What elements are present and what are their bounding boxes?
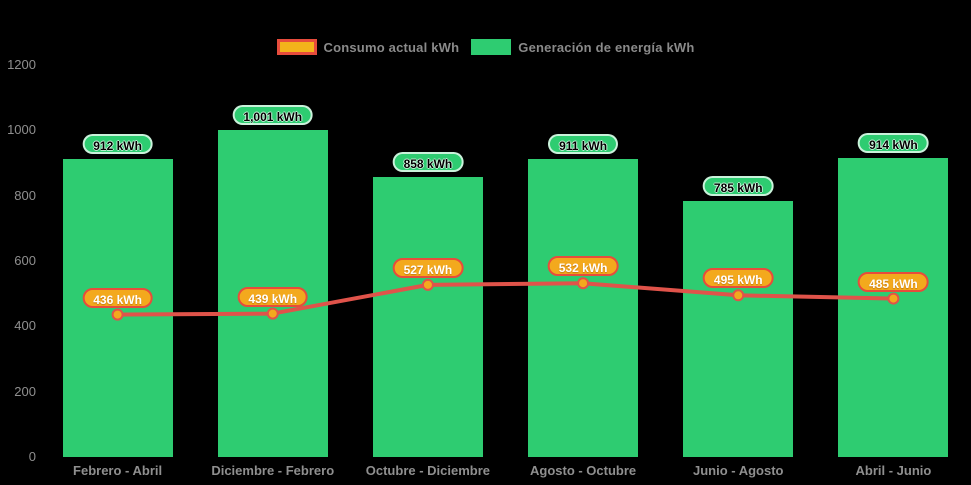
y-axis-tick-label: 400 [14, 318, 36, 334]
consumption-value-label: 532 kWh [547, 256, 619, 277]
legend-item-consumo-actual[interactable]: Consumo actual kWh [276, 39, 460, 55]
consumption-value-label: 495 kWh [702, 268, 774, 289]
legend-label-generacion: Generación de energía kWh [518, 39, 695, 55]
y-axis-tick-label: 800 [14, 187, 36, 203]
generation-value-label: 914 kWh [858, 133, 929, 154]
legend-label-consumo: Consumo actual kWh [323, 39, 460, 55]
consumption-value-label: 439 kWh [237, 286, 309, 307]
x-axis-category-label: Junio - Agosto [692, 463, 784, 478]
chart-legend: Consumo actual kWh Generación de energía… [0, 39, 971, 55]
generation-value-label: 785 kWh [702, 175, 774, 196]
x-axis-category-label: Diciembre - Febrero [211, 463, 335, 478]
consumo-legend-swatch-icon [276, 39, 317, 55]
generation-value-label: 858 kWh [392, 151, 464, 172]
x-axis-category-label: Febrero - Abril [73, 463, 163, 478]
generation-bar[interactable] [372, 176, 483, 457]
generation-bar[interactable] [62, 159, 173, 457]
generation-value-label: 1,001 kWh [232, 105, 314, 125]
x-axis-category-label: Octubre - Diciembre [365, 463, 491, 478]
y-axis-tick-label: 0 [28, 449, 36, 464]
generacion-legend-swatch-icon [471, 39, 512, 55]
generation-bar[interactable] [838, 158, 949, 457]
generation-bar[interactable] [528, 159, 639, 457]
x-axis-category-label: Abril - Junio [855, 463, 932, 478]
y-axis-tick-label: 1000 [7, 122, 36, 138]
generation-bar[interactable] [683, 200, 794, 457]
consumption-value-label: 485 kWh [858, 271, 929, 292]
y-axis-tick-label: 600 [14, 253, 36, 268]
x-axis-category-label: Agosto - Octubre [529, 463, 637, 478]
generation-value-label: 911 kWh [548, 134, 619, 155]
consumption-value-label: 527 kWh [392, 257, 464, 278]
consumption-value-label: 436 kWh [82, 287, 153, 308]
y-axis-tick-label: 200 [14, 383, 36, 399]
legend-item-generacion-energia[interactable]: Generación de energía kWh [471, 39, 694, 55]
generation-value-label: 912 kWh [82, 134, 153, 155]
y-axis-tick-label: 1200 [7, 57, 36, 72]
